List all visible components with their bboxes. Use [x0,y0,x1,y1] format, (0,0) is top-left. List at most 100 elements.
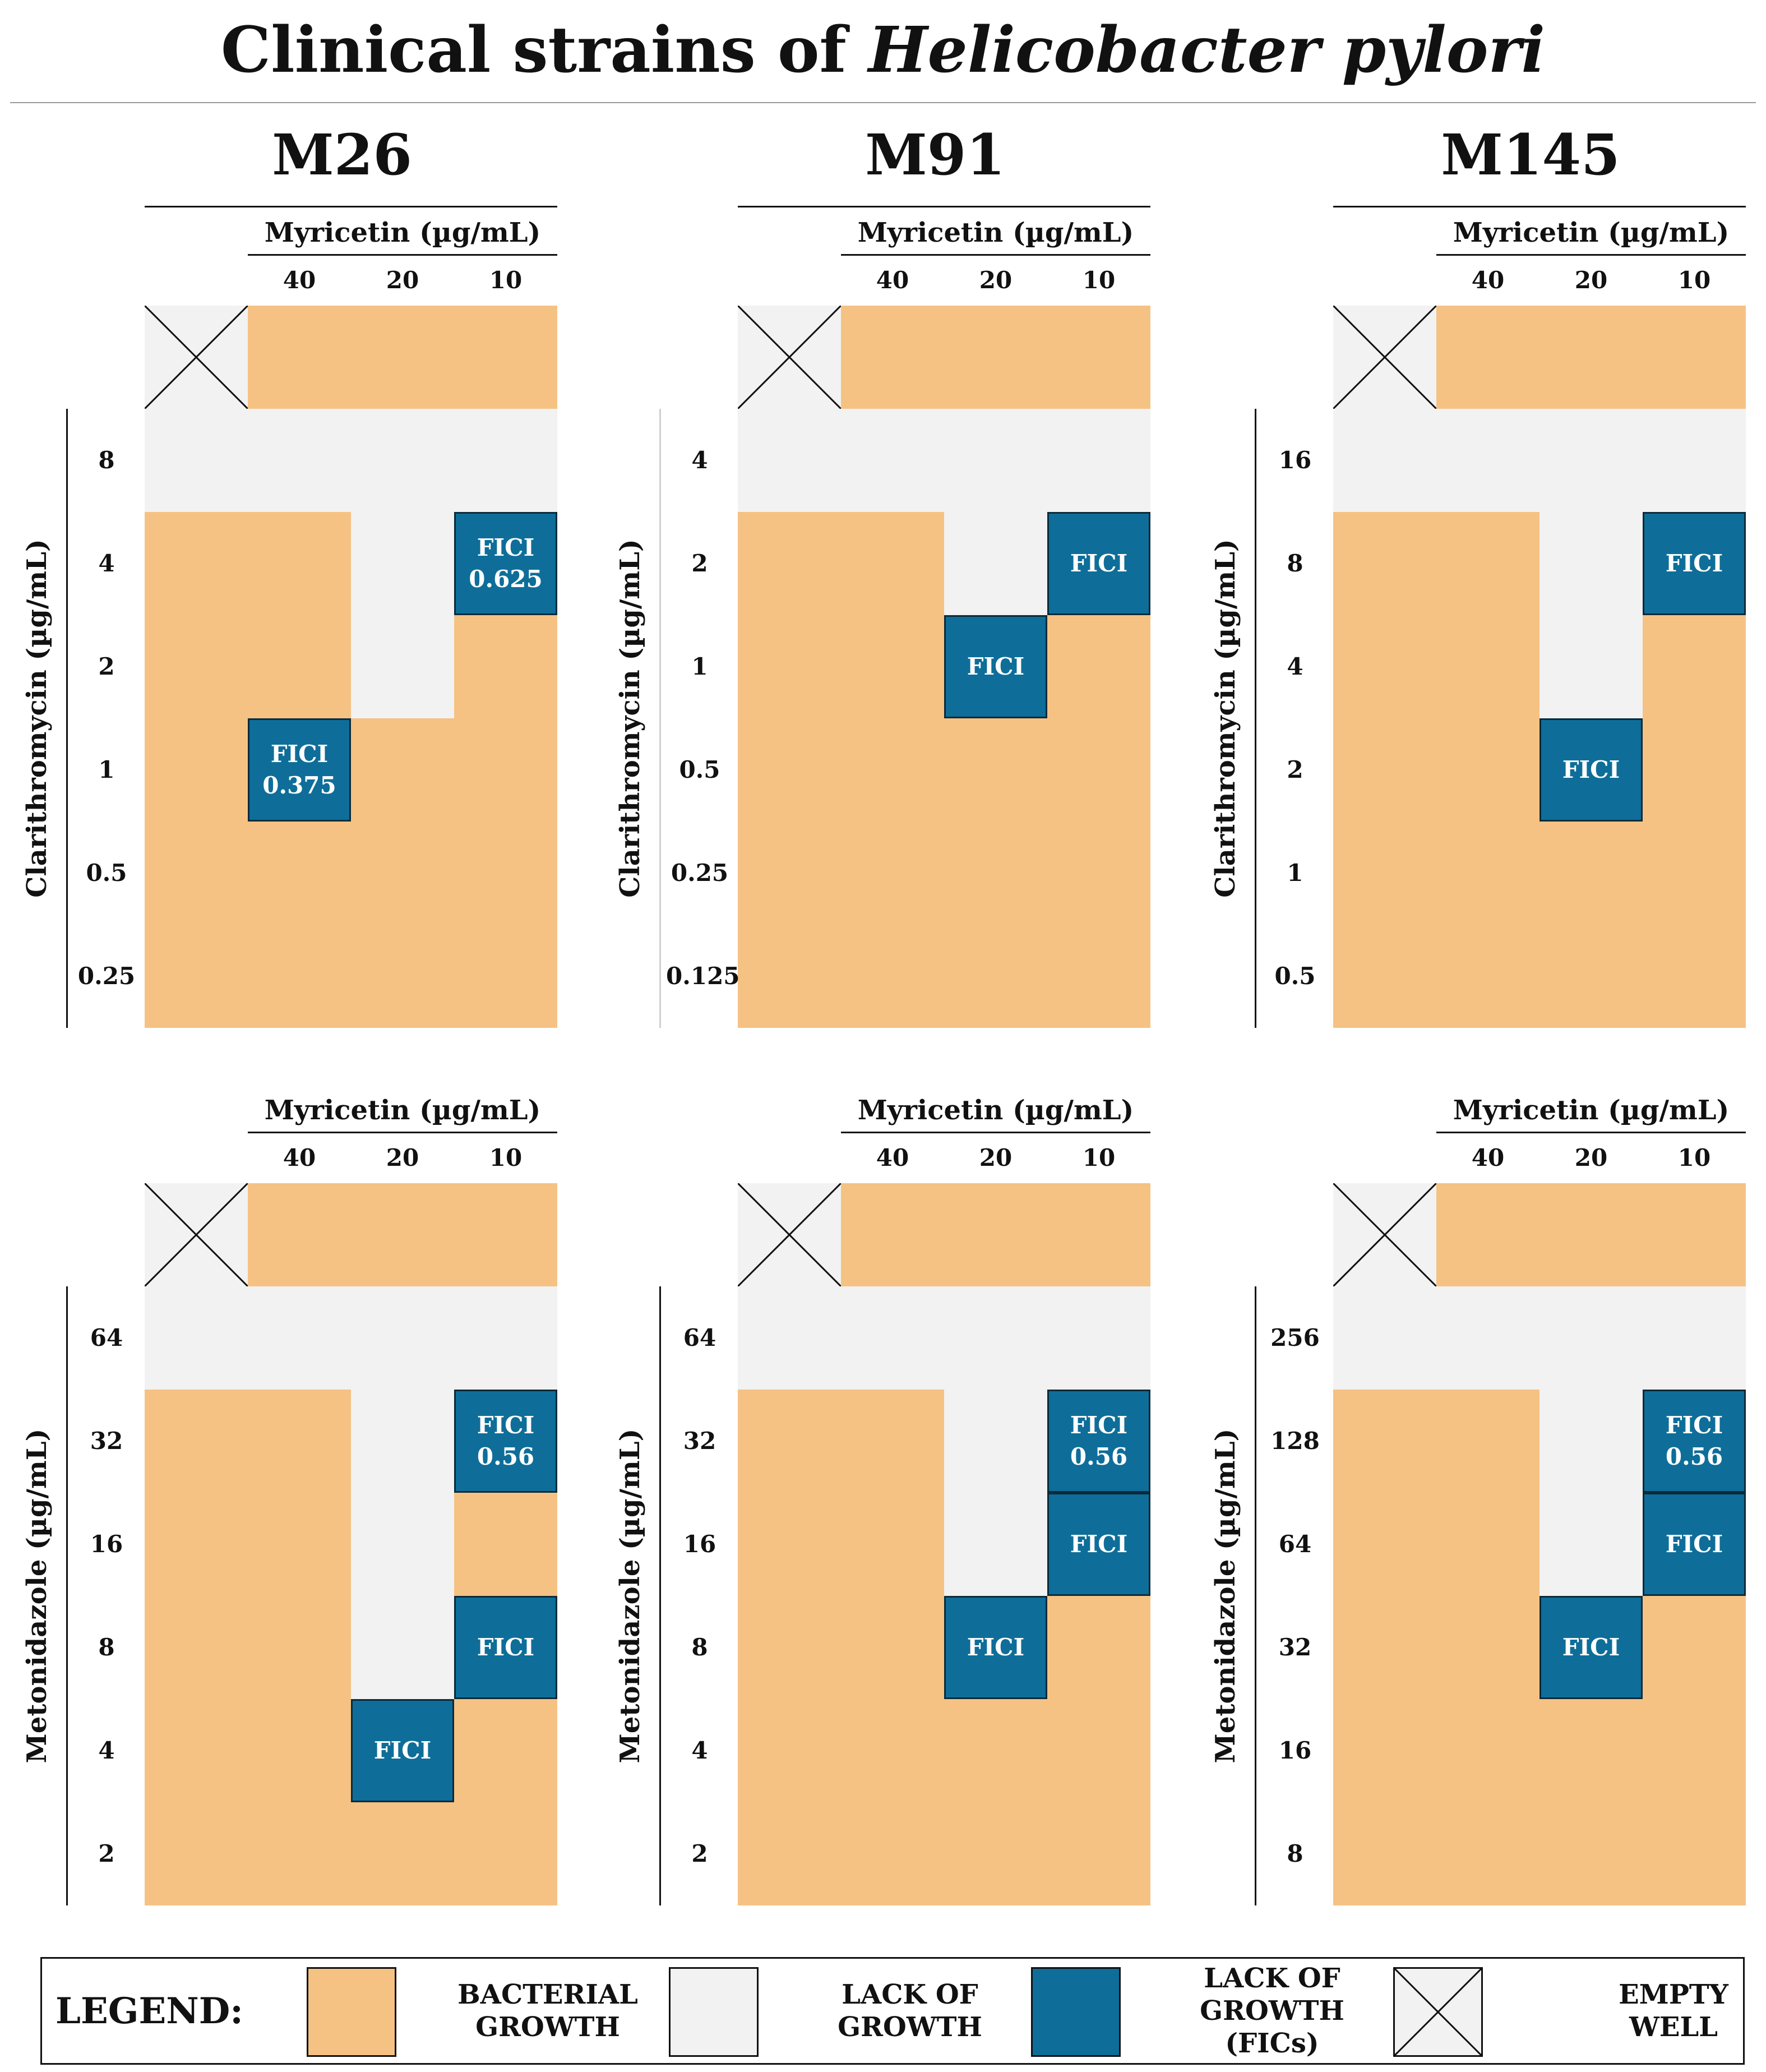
no-growth-well [841,1286,944,1390]
antibiotic-only-well [738,1596,841,1699]
antibiotic-concentration-label: 128 [1270,1427,1320,1455]
antibiotic-concentration-label: 16 [90,1530,123,1558]
antibiotic-concentration-label: 4 [691,1737,708,1764]
antibiotic-axis-title: Metonidazole (µg/mL) [21,1428,53,1764]
growth-well [1436,1493,1540,1596]
strain-title: M91 [865,122,1005,188]
antibiotic-axis-rule [66,1286,68,1905]
no-growth-well [944,1390,1047,1493]
growth-well [1047,1699,1150,1802]
antibiotic-concentration-label: 16 [1278,446,1312,474]
growth-well [841,1802,944,1905]
title-divider [10,102,1756,103]
myricetin-only-well [351,306,454,409]
empty-well-cross-icon [145,306,248,409]
growth-well [351,822,454,925]
no-growth-well [351,409,454,512]
no-growth-well [454,409,557,512]
empty-well-cross-icon [738,306,841,409]
myricetin-concentration-label: 40 [876,1144,909,1171]
no-growth-well [351,1286,454,1390]
myricetin-only-well [1643,1183,1746,1286]
growth-well [1436,512,1540,615]
myricetin-only-well [248,1183,351,1286]
myricetin-only-well [1540,1183,1643,1286]
cross-line [145,306,248,409]
fici-value: 0.56 [1665,1443,1723,1470]
fici-well: FICI [1047,512,1150,615]
growth-well [944,718,1047,822]
antibiotic-only-well [145,1493,248,1596]
no-growth-well [1047,409,1150,512]
cross-line [1394,1968,1482,2056]
myricetin-rule [841,1132,1150,1133]
fici-well: FICI [1643,512,1746,615]
no-growth-well [454,1286,557,1390]
antibiotic-concentration-label: 0.25 [77,962,136,990]
antibiotic-axis-title: Metonidazole (µg/mL) [614,1428,646,1764]
strain-title: M26 [272,122,412,188]
antibiotic-concentration-label: 64 [90,1324,123,1351]
growth-well [1047,822,1150,925]
antibiotic-concentration-label: 1 [1287,859,1303,887]
growth-well [454,718,557,822]
title-prefix: Clinical strains of [220,13,847,87]
fici-value: 0.625 [469,565,543,593]
antibiotic-concentration-label: 2 [98,1840,115,1867]
growth-well [841,1596,944,1699]
empty-well-cross-icon [1333,1183,1436,1286]
fici-label: FICI [967,653,1025,680]
antibiotic-only-well [145,1596,248,1699]
fici-label: FICI [1562,1633,1620,1661]
antibiotic-concentration-label: 1 [691,653,708,680]
growth-well [1436,1699,1540,1802]
growth-well [1643,925,1746,1028]
cross-line [738,306,841,409]
no-growth-well [351,1596,454,1699]
growth-well [841,1493,944,1596]
growth-well [1540,1699,1643,1802]
antibiotic-concentration-label: 4 [1287,653,1303,680]
myricetin-concentration-label: 20 [386,1144,419,1171]
fici-label: FICI [373,1737,432,1764]
antibiotic-only-well [1333,1390,1436,1493]
fici-well: FICI 0.375 [248,718,351,822]
panel-top-rule [1333,206,1746,207]
myricetin-rule [248,1132,557,1133]
empty-well [1333,1183,1436,1286]
antibiotic-axis-rule [1255,1286,1256,1905]
antibiotic-axis-rule [659,1286,661,1905]
growth-well [1643,1699,1746,1802]
myricetin-only-well [454,1183,557,1286]
growth-well [454,1699,557,1802]
figure-title: Clinical strains of Helicobacter pylori [0,11,1766,90]
antibiotic-concentration-label: 16 [1278,1737,1312,1764]
antibiotic-only-well [738,1286,841,1390]
myricetin-axis-title: Myricetin (µg/mL) [857,1095,1134,1126]
myricetin-only-well [841,1183,944,1286]
antibiotic-concentration-label: 0.5 [679,756,720,783]
antibiotic-axis-rule [66,409,68,1028]
no-growth-well [1540,512,1643,615]
antibiotic-concentration-label: 32 [1278,1633,1312,1661]
myricetin-concentration-label: 10 [1082,266,1116,294]
no-growth-well [1436,409,1540,512]
antibiotic-axis-title: Metonidazole (µg/mL) [1210,1428,1241,1764]
antibiotic-axis-title: Clarithromycin (µg/mL) [1210,539,1241,898]
myricetin-rule [1436,254,1746,256]
cross-line [738,1183,841,1286]
growth-well [248,822,351,925]
panel-top-rule [738,206,1150,207]
myricetin-only-well [1436,1183,1540,1286]
fici-value: 0.56 [477,1443,535,1470]
myricetin-axis-title: Myricetin (µg/mL) [1453,217,1730,248]
antibiotic-only-well [1333,1286,1436,1390]
fici-well: FICI 0.56 [1047,1390,1150,1493]
no-growth-well [1540,409,1643,512]
fici-well: FICI [1540,718,1643,822]
antibiotic-concentration-label: 32 [90,1427,123,1455]
antibiotic-only-well [145,512,248,615]
antibiotic-only-well [738,718,841,822]
antibiotic-only-well [145,1802,248,1905]
growth-well [1540,822,1643,925]
